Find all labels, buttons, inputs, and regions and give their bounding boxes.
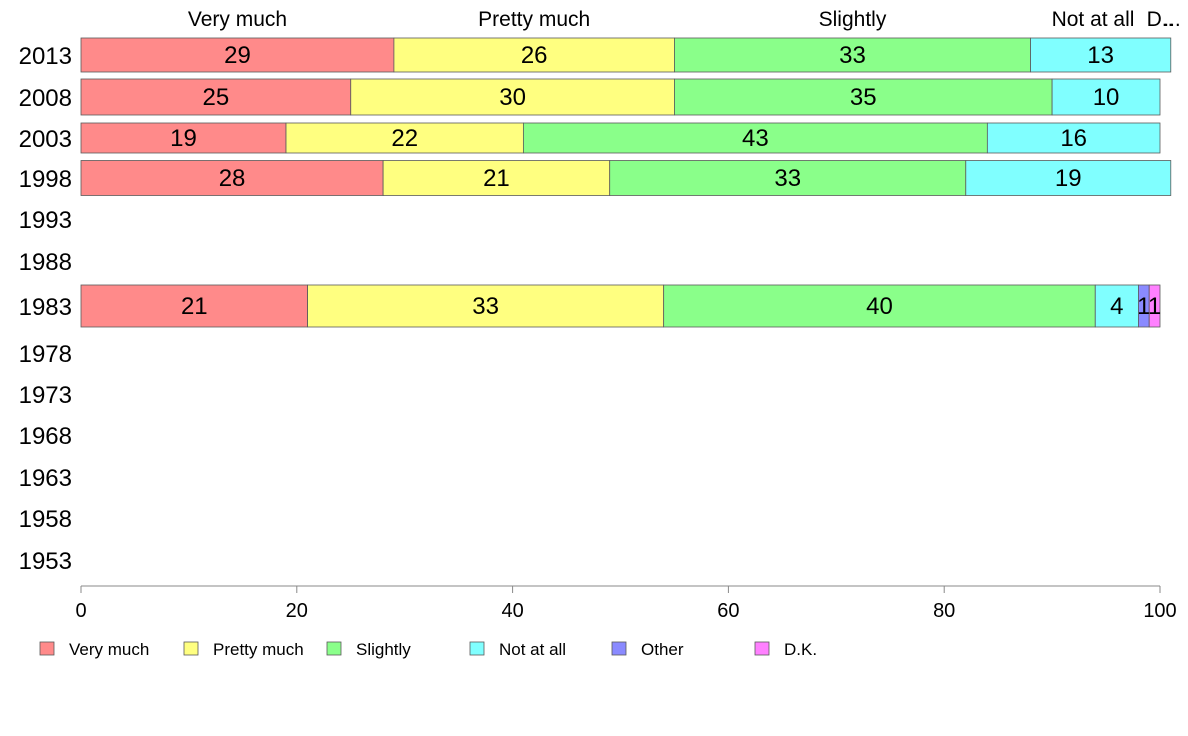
bar-2013-very-much (80, 37, 395, 73)
bar-2013-slightly (674, 37, 1031, 73)
legend-label-d-k: D.K. (784, 640, 817, 659)
x-tick-label: 100 (1143, 600, 1176, 622)
data-label-1983-other: 1 (1137, 293, 1150, 320)
x-axis: 0 20 40 60 80 100 (75, 585, 1177, 622)
bar-2008-pretty-much (350, 78, 675, 116)
y-tick-label: 1973 (19, 382, 72, 409)
top-label-not-at-all: Not at all (1052, 8, 1135, 31)
data-label-2013-pretty-much: 26 (521, 42, 548, 69)
bar-2008-very-much (80, 78, 352, 116)
top-label-: ... (1163, 8, 1181, 31)
x-tick-label: 40 (501, 600, 523, 622)
bar-2013-pretty-much (393, 37, 675, 73)
data-label-1998-slightly: 33 (774, 165, 801, 192)
data-label-1998-very-much: 28 (219, 165, 246, 192)
y-tick-label: 1988 (19, 249, 72, 276)
bar-2008-not-at-all (1051, 78, 1161, 116)
y-tick-label: 2008 (19, 85, 72, 112)
y-tick-label: 1953 (19, 548, 72, 575)
legend-swatch-slightly (326, 641, 342, 656)
data-label-2003-not-at-all: 16 (1060, 125, 1087, 152)
top-label-d: D.. (1147, 8, 1174, 31)
y-tick-label: 1998 (19, 166, 72, 193)
top-category-labels: Very much Pretty much Slightly Not at all D.… (188, 8, 1181, 31)
data-label-1998-pretty-much: 21 (483, 165, 510, 192)
data-label-1983-slightly: 40 (866, 293, 893, 320)
bar-2003-not-at-all (986, 122, 1161, 154)
y-tick-label: 2013 (19, 43, 72, 70)
legend-label-slightly: Slightly (356, 640, 411, 659)
bar-1983-not-at-all (1094, 284, 1139, 328)
legend-label-not-at-all: Not at all (499, 640, 566, 659)
legend-label-other: Other (641, 640, 684, 659)
y-tick-label: 1978 (19, 341, 72, 368)
data-label-2013-very-much: 29 (224, 42, 251, 69)
legend-label-very-much: Very much (69, 640, 149, 659)
bar-1998-pretty-much (382, 160, 611, 196)
data-label-2003-slightly: 43 (742, 125, 769, 152)
bar-1983-slightly (663, 284, 1096, 328)
bar-2003-pretty-much (285, 122, 524, 154)
legend-label-pretty-much: Pretty much (213, 640, 304, 659)
bar-1998-very-much (80, 160, 384, 196)
data-label-1983-d-k: 1 (1148, 293, 1161, 320)
bar-1983-d-k (1148, 284, 1161, 328)
data-label-2003-pretty-much: 22 (391, 125, 418, 152)
y-tick-label: 1968 (19, 423, 72, 450)
data-label-1998-not-at-all: 19 (1055, 165, 1082, 192)
y-tick-label: 1963 (19, 465, 72, 492)
y-tick-label: 1983 (19, 294, 72, 321)
bar-1983-pretty-much (307, 284, 665, 328)
x-tick-label: 80 (933, 600, 955, 622)
data-label-2013-slightly: 33 (839, 42, 866, 69)
top-label-very-much: Very much (188, 8, 287, 31)
data-label-1983-very-much: 21 (181, 293, 208, 320)
bar-2008-slightly (674, 78, 1053, 116)
y-tick-label: 2003 (19, 126, 72, 153)
bar-2013-not-at-all (1030, 37, 1172, 73)
legend: Very much Pretty much Slightly Not at all Ot… (39, 640, 817, 659)
legend-swatch-other (611, 641, 627, 656)
bars-layer: 29 26 33 13 25 30 35 10 19 22 43 16 28 21 33 19 21 33 40 4 1… (80, 37, 1172, 328)
top-label-slightly: Slightly (819, 8, 887, 31)
data-label-2008-very-much: 25 (203, 84, 230, 111)
legend-swatch-very-much (39, 641, 55, 656)
top-label-pretty-much: Pretty much (478, 8, 590, 31)
x-tick-label: 0 (75, 600, 86, 622)
data-label-2003-very-much: 19 (170, 125, 197, 152)
bar-1998-not-at-all (965, 160, 1172, 196)
data-label-2008-not-at-all: 10 (1093, 84, 1120, 111)
y-tick-label: 1993 (19, 207, 72, 234)
bar-2003-very-much (80, 122, 287, 154)
year-axis-labels: 2013 2008 2003 1998 1993 1988 1983 1978 1973 1968… (19, 43, 72, 575)
data-label-1983-not-at-all: 4 (1110, 293, 1123, 320)
legend-swatch-not-at-all (469, 641, 485, 656)
data-label-1983-pretty-much: 33 (472, 293, 499, 320)
data-label-2008-slightly: 35 (850, 84, 877, 111)
x-tick-label: 60 (717, 600, 739, 622)
y-tick-label: 1958 (19, 506, 72, 533)
legend-swatch-pretty-much (183, 641, 199, 656)
data-label-2008-pretty-much: 30 (499, 84, 526, 111)
data-label-2013-not-at-all: 13 (1087, 42, 1114, 69)
legend-swatch-d-k (754, 641, 770, 656)
bar-1983-very-much (80, 284, 308, 328)
x-tick-label: 20 (286, 600, 308, 622)
